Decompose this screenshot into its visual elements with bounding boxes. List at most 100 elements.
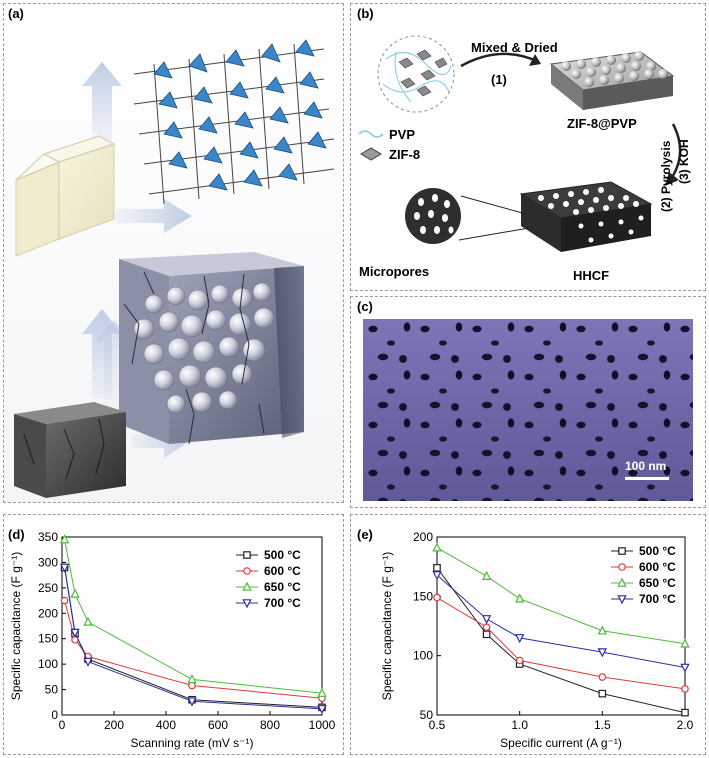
scale-bar-label: 100 nm: [625, 459, 667, 473]
legend-marker: [617, 595, 627, 605]
precursor-mixture-icon: [377, 35, 455, 113]
x-tick-label: 200: [104, 718, 124, 732]
data-point: [433, 564, 441, 572]
data-point: [59, 563, 70, 573]
x-tick-label: 1000: [309, 718, 336, 732]
series-1: [60, 596, 326, 703]
koh-step-label: (3) KOH: [677, 139, 691, 184]
data-point: [481, 615, 492, 625]
y-tick-label: 50: [45, 683, 59, 697]
y-tick-label: 200: [413, 530, 433, 544]
data-point: [598, 689, 607, 698]
embedded-spheres: [133, 282, 275, 414]
series-2: [59, 534, 327, 697]
panel-c: (c) 100 nm: [350, 296, 706, 508]
data-point: [482, 630, 491, 639]
chart-d: 0 200 400 600 800 1000 0 50 100 150 200 250 300 350 Sc…: [9, 530, 336, 750]
legend-label: 650 °C: [264, 580, 301, 594]
y-axis-label: Specific capacitance (F g⁻¹): [9, 552, 23, 700]
pvp-legend-icon: [358, 130, 384, 138]
y-tick-label: 100: [413, 649, 433, 663]
data-point: [60, 596, 69, 605]
panel-b: (b): [350, 3, 706, 291]
data-point: [187, 697, 197, 707]
glass-cube: [15, 135, 116, 257]
legend-marker: [617, 577, 627, 587]
data-point: [680, 638, 690, 648]
panel-e: (e) 0.5 1.0 1.5 2.0 50 100 150 200 Specific curr…: [350, 514, 706, 755]
data-point: [598, 673, 607, 681]
legend-label: 600 °C: [639, 560, 676, 574]
x-tick-label: 1.0: [511, 718, 528, 732]
step1-label: Mixed & Dried: [471, 40, 558, 55]
y-tick-label: 250: [38, 581, 58, 595]
data-point: [59, 534, 70, 544]
scale-bar: [625, 477, 669, 480]
y-tick-label: 150: [38, 632, 58, 646]
legend-marker: [618, 547, 626, 555]
hhcf-block-icon: [519, 181, 653, 252]
legend-marker: [242, 581, 252, 591]
data-point: [70, 588, 80, 598]
series-2: [432, 542, 690, 648]
x-tick-label: 0: [59, 718, 66, 732]
legend-zif8-label: ZIF-8: [389, 147, 421, 162]
data-point: [188, 681, 196, 690]
legend-pvp-label: PVP: [389, 127, 416, 142]
data-point: [597, 625, 608, 635]
legend-marker: [242, 599, 252, 609]
plot-frame: [61, 536, 323, 716]
y-tick-label: 350: [38, 530, 58, 544]
hhcf-label: HHCF: [573, 268, 610, 283]
series-line: [64, 539, 323, 694]
y-tick-label: 150: [413, 589, 433, 603]
x-tick-label: 0.5: [429, 718, 446, 732]
data-point: [681, 685, 689, 693]
y-tick-label: 300: [38, 555, 58, 569]
sem-micrograph: 100 nm: [363, 319, 693, 501]
data-point: [432, 571, 442, 581]
data-point: [515, 656, 524, 665]
data-point: [83, 616, 93, 626]
data-point: [514, 634, 525, 644]
panel-b-label: (b): [357, 6, 374, 21]
y-tick-label: 0: [51, 708, 58, 722]
x-tick-label: 400: [156, 718, 176, 732]
carbon-cube: [14, 402, 126, 498]
panel-c-label: (c): [357, 299, 373, 314]
data-point: [83, 657, 93, 667]
series-line: [436, 597, 686, 690]
panel-d: (d) 0 200 400 600 800 1000 0 50 100 150 200 250 300 3…: [3, 514, 344, 755]
panel-a-label: (a): [8, 6, 24, 21]
zif8-pvp-block-icon: [549, 51, 675, 110]
up-arrow-icon: [82, 62, 122, 144]
x-tick-label: 600: [208, 718, 228, 732]
porous-cube: [119, 252, 304, 445]
series-1: [433, 593, 689, 693]
panel-e-label: (e): [357, 527, 373, 542]
legend-label: 600 °C: [264, 564, 301, 578]
series-3: [59, 563, 327, 715]
legend-label: 700 °C: [264, 596, 301, 610]
legend-label: 650 °C: [639, 576, 676, 590]
curved-arrow-icon: [460, 52, 540, 68]
legend-marker: [618, 563, 626, 571]
data-point: [680, 663, 690, 673]
data-point: [597, 648, 608, 658]
zn-tetrahedra: [153, 39, 327, 191]
pyrolysis-step-label: (2) Pyrolysis: [659, 140, 673, 212]
legend-marker: [243, 567, 251, 575]
series-3: [432, 571, 690, 673]
panel-d-label: (d): [8, 527, 25, 542]
micropore-sphere-icon: [405, 188, 461, 244]
y-tick-label: 50: [420, 708, 434, 722]
chart-e: 0.5 1.0 1.5 2.0 50 100 150 200 Specific current …: [380, 530, 694, 750]
y-tick-label: 100: [38, 657, 58, 671]
panel-a: (a): [3, 3, 344, 503]
y-axis-label: Specific capacitance (F g⁻¹): [380, 552, 394, 700]
panel-b-scheme: [358, 35, 682, 252]
legend-label: 500 °C: [264, 548, 301, 562]
legend-label: 700 °C: [639, 592, 676, 606]
data-point: [432, 542, 442, 552]
data-point: [70, 628, 80, 638]
